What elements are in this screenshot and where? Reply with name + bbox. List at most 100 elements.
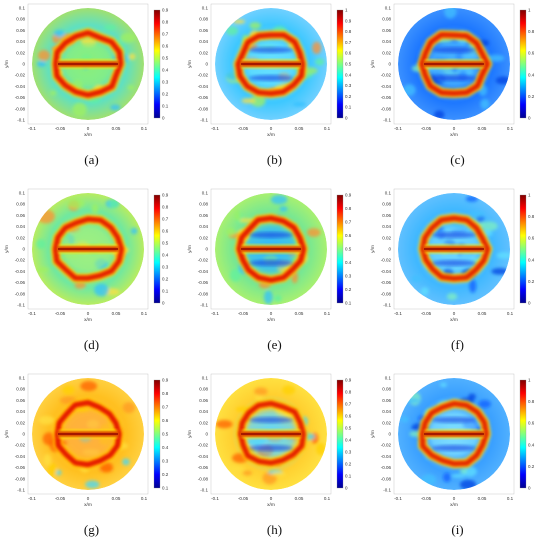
colorbar-tick-label: 0.4 xyxy=(162,68,169,73)
x-axis-label: x/m xyxy=(450,502,458,508)
axes-frame xyxy=(27,188,149,310)
colorbar-tick-label: 0.5 xyxy=(345,62,352,67)
y-tick-label: 0 xyxy=(388,62,391,67)
colorbar-tick-label: 0.4 xyxy=(162,253,169,258)
y-tick-label: -0.1 xyxy=(200,118,208,123)
colorbar-tick-label: 0.4 xyxy=(528,257,535,262)
x-axis-label: x/m xyxy=(450,132,458,138)
x-tick-label: 0.1 xyxy=(141,496,148,501)
colorbar-tick-label: 0.2 xyxy=(162,92,169,97)
y-tick-label: -0.08 xyxy=(198,106,209,111)
y-tick-label: 0.06 xyxy=(16,213,25,218)
x-tick-label: -0.05 xyxy=(55,126,66,131)
colorbar-tick-label: 0.8 xyxy=(345,206,352,211)
y-tick-label: -0.04 xyxy=(381,454,392,459)
y-tick-label: -0.02 xyxy=(381,443,392,448)
reconstruction-plot: -0.1 -0.05 0 0.05 0.1 0.1 0.08 0.06 0.04 0.02 0 -0.… xyxy=(4,188,169,323)
colorbar-tick-label: 0.4 xyxy=(528,72,535,77)
y-axis-label: y/m xyxy=(370,60,376,68)
y-tick-label: 0 xyxy=(22,432,25,437)
colorbar-tick-label: 0.8 xyxy=(528,399,535,404)
y-tick-label: 0.08 xyxy=(199,17,208,22)
colorbar-tick-label: 0.9 xyxy=(345,193,352,198)
y-tick-label: -0.02 xyxy=(381,258,392,263)
colorbar-tick-label: 0.8 xyxy=(528,29,535,34)
figure-panel: -0.1 -0.05 0 0.05 0.1 0.1 0.08 0.06 0.04 0.02 0 -0.… xyxy=(0,370,183,550)
y-tick-label: -0.04 xyxy=(198,84,209,89)
y-tick-label: 0 xyxy=(205,62,208,67)
x-tick-label: -0.05 xyxy=(421,126,432,131)
y-tick-label: 0.02 xyxy=(382,420,391,425)
y-tick-label: -0.1 xyxy=(17,118,25,123)
colorbar xyxy=(519,9,527,119)
y-tick-label: -0.08 xyxy=(381,291,392,296)
x-tick-label: 0.05 xyxy=(295,496,304,501)
colorbar-tick-label: 0 xyxy=(528,301,531,306)
colorbar-tick-label: 0 xyxy=(528,116,531,121)
y-tick-label: -0.08 xyxy=(15,476,26,481)
x-tick-label: 0.05 xyxy=(478,496,487,501)
y-tick-label: -0.02 xyxy=(15,73,26,78)
colorbar-tick-label: 0.6 xyxy=(162,418,169,423)
colorbar-tick-label: 0.1 xyxy=(345,301,352,306)
colorbar xyxy=(153,194,161,304)
colorbar-tick-label: 0.4 xyxy=(345,438,352,443)
panel-caption: (h) xyxy=(266,522,283,537)
y-tick-label: 0.04 xyxy=(382,39,391,44)
colorbar-tick-label: 0.6 xyxy=(345,51,352,56)
y-tick-label: 0.04 xyxy=(199,409,208,414)
figure-panel: -0.1 -0.05 0 0.05 0.1 0.1 0.08 0.06 0.04 0.02 0 -0.… xyxy=(183,0,366,180)
x-tick-label: 0.1 xyxy=(141,311,148,316)
colorbar xyxy=(336,379,344,489)
colorbar-tick-label: 0.9 xyxy=(345,378,352,383)
colorbar-tick-label: 0.2 xyxy=(345,287,352,292)
x-axis-label: x/m xyxy=(450,317,458,323)
y-tick-label: -0.1 xyxy=(383,118,391,123)
y-tick-label: 0.08 xyxy=(199,387,208,392)
panel-caption: (d) xyxy=(83,337,100,352)
colorbar xyxy=(519,379,527,489)
y-tick-label: 0.06 xyxy=(199,28,208,33)
colorbar-tick-label: 0.2 xyxy=(528,464,535,469)
y-tick-label: -0.06 xyxy=(15,280,26,285)
y-tick-label: 0.1 xyxy=(19,6,26,11)
colorbar-tick-label: 0.1 xyxy=(162,104,169,109)
y-tick-label: -0.06 xyxy=(15,465,26,470)
y-tick-label: 0.08 xyxy=(16,17,25,22)
colorbar-tick-label: 0.1 xyxy=(162,289,169,294)
reconstruction-plot: -0.1 -0.05 0 0.05 0.1 0.1 0.08 0.06 0.04 0.02 0 -0.… xyxy=(4,3,169,138)
colorbar-tick-label: 0.1 xyxy=(162,486,169,491)
axes-frame xyxy=(210,188,332,310)
reconstruction-plot: -0.1 -0.05 0 0.05 0.1 0.1 0.08 0.06 0.04 0.02 0 -0.… xyxy=(187,373,352,508)
y-tick-label: -0.08 xyxy=(381,476,392,481)
y-tick-label: 0 xyxy=(388,432,391,437)
x-tick-label: 0 xyxy=(453,126,456,131)
y-tick-label: -0.04 xyxy=(15,269,26,274)
colorbar-tick-label: 0.3 xyxy=(162,265,169,270)
y-tick-label: 0.02 xyxy=(199,50,208,55)
y-tick-label: -0.02 xyxy=(198,443,209,448)
x-tick-label: 0 xyxy=(270,496,273,501)
x-tick-label: 0.1 xyxy=(141,126,148,131)
y-tick-label: 0.06 xyxy=(16,398,25,403)
colorbar-tick-label: 0.6 xyxy=(345,233,352,238)
colorbar-tick-label: 0.8 xyxy=(162,205,169,210)
y-tick-label: 0.04 xyxy=(382,409,391,414)
y-axis-label: y/m xyxy=(4,60,10,68)
x-tick-label: 0 xyxy=(453,496,456,501)
colorbar-tick-label: 0.8 xyxy=(528,214,535,219)
colorbar-tick-label: 0.5 xyxy=(162,241,169,246)
figure-panel: -0.1 -0.05 0 0.05 0.1 0.1 0.08 0.06 0.04 0.02 0 -0.… xyxy=(366,185,549,365)
y-tick-label: 0 xyxy=(205,247,208,252)
y-tick-label: -0.06 xyxy=(15,95,26,100)
y-tick-label: 0.1 xyxy=(385,6,392,11)
y-tick-label: 0.1 xyxy=(202,6,209,11)
colorbar-tick-label: 0.4 xyxy=(162,445,169,450)
reconstruction-plot: -0.1 -0.05 0 0.05 0.1 0.1 0.08 0.06 0.04 0.02 0 -0.… xyxy=(187,188,352,323)
y-axis-label: y/m xyxy=(370,430,376,438)
panel-caption: (c) xyxy=(450,152,465,167)
colorbar-tick-label: 0.5 xyxy=(345,426,352,431)
x-tick-label: 0 xyxy=(270,126,273,131)
colorbar-tick-label: 0.2 xyxy=(345,94,352,99)
